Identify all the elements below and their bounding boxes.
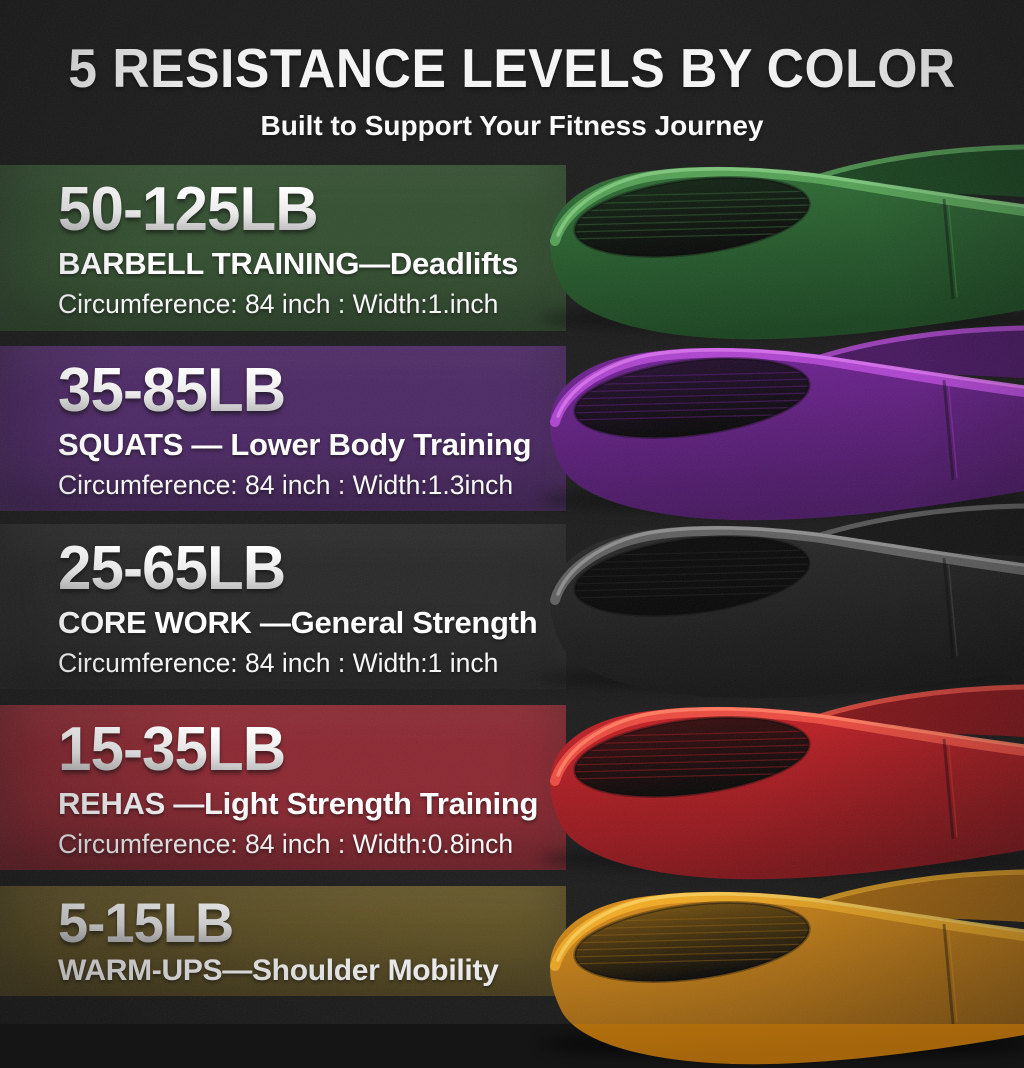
dimensions-label: Circumference: 84 inch : Width:1.3inch [58,469,514,500]
level-text-block: 50-125LB BARBELL TRAINING—Deadlifts Circ… [0,165,566,319]
resistance-levels-list: 50-125LB BARBELL TRAINING—Deadlifts Circ… [0,144,1024,1065]
weight-range-label: 25-65LB [58,534,286,603]
level-text-block: 5-15LB WARM-UPS—Shoulder Mobility [0,886,566,988]
use-case-label: BARBELL TRAINING—Deadlifts [58,246,519,282]
level-row-yellow: 5-15LB WARM-UPS—Shoulder Mobility [0,869,1024,1065]
weight-range-label: 35-85LB [58,356,286,425]
dimensions-label: Circumference: 84 inch : Width:1.inch [58,288,499,319]
use-case-label: REHAS —Light Strength Training [58,786,539,822]
level-row-green: 50-125LB BARBELL TRAINING—Deadlifts Circ… [0,144,1024,340]
level-text-block: 15-35LB REHAS —Light Strength Training C… [0,705,566,859]
header: 5 RESISTANCE LEVELS BY COLOR Built to Su… [0,0,1024,165]
level-row-black: 25-65LB CORE WORK —General Strength Circ… [0,503,1024,699]
resistance-band-purple-image [520,325,1024,524]
page-subtitle: Built to Support Your Fitness Journey [260,110,764,141]
level-row-red: 15-35LB REHAS —Light Strength Training C… [0,684,1024,880]
page-title: 5 RESISTANCE LEVELS BY COLOR [68,37,956,99]
level-text-block: 35-85LB SQUATS — Lower Body Training Cir… [0,346,566,500]
use-case-label: CORE WORK —General Strength [58,605,538,641]
resistance-band-green-image [520,144,1024,343]
dimensions-label: Circumference: 84 inch : Width:1 inch [58,647,499,678]
resistance-band-yellow-image [520,869,1024,1068]
level-row-purple: 35-85LB SQUATS — Lower Body Training Cir… [0,325,1024,521]
weight-range-label: 15-35LB [58,715,286,784]
resistance-band-black-image [520,503,1024,702]
resistance-band-red-image [520,684,1024,883]
weight-range-label: 5-15LB [58,891,234,954]
level-text-block: 25-65LB CORE WORK —General Strength Circ… [0,524,566,678]
use-case-label: WARM-UPS—Shoulder Mobility [58,954,499,988]
dimensions-label: Circumference: 84 inch : Width:0.8inch [58,828,514,859]
use-case-label: SQUATS — Lower Body Training [58,427,532,463]
weight-range-label: 50-125LB [58,175,319,244]
